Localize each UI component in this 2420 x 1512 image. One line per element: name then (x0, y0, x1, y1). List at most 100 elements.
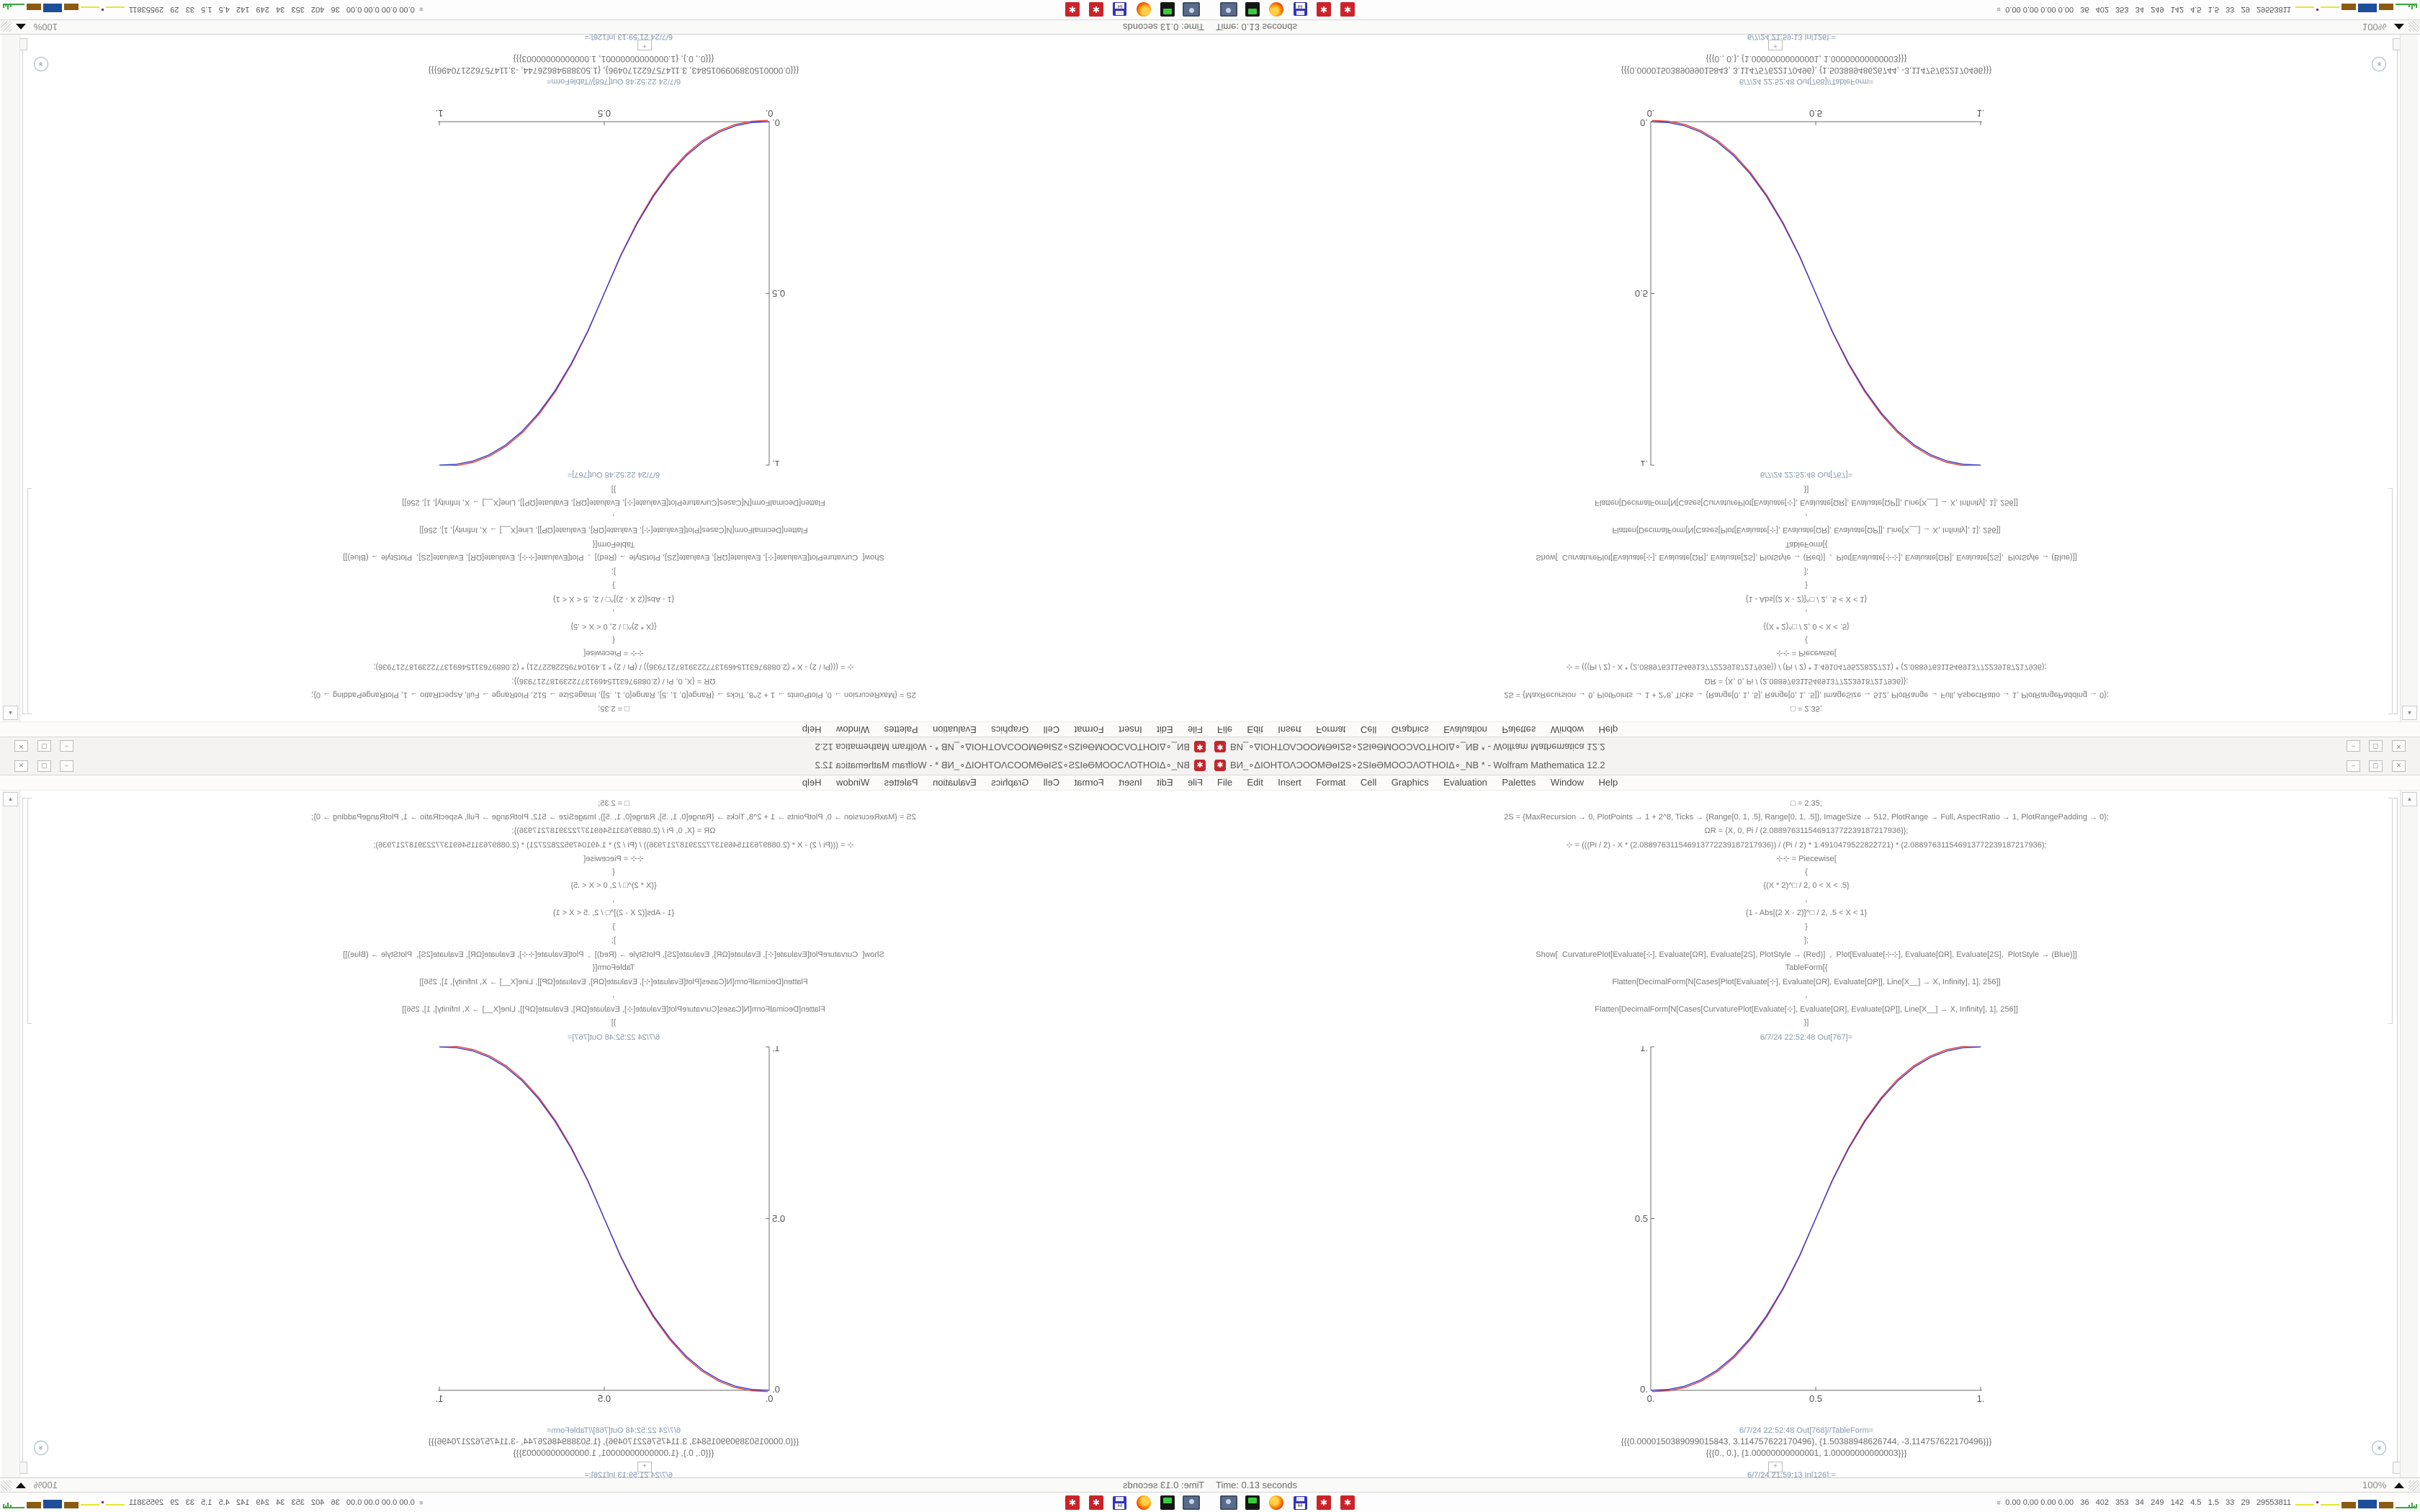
menu-edit[interactable]: Edit (1157, 724, 1173, 735)
code-line[interactable]: } (612, 581, 615, 590)
magnification-value[interactable]: 100% (2362, 22, 2387, 32)
system-monitor-icon[interactable] (1244, 1, 1261, 18)
mathematica-icon[interactable]: ✱ (1315, 1494, 1332, 1511)
minimize-button[interactable]: – (2347, 760, 2360, 772)
code-line[interactable]: {(X * 2)^□ / 2, 0 < X < .5} (1763, 881, 1850, 890)
magnification-popup-icon[interactable] (16, 1482, 26, 1488)
menu-evaluation[interactable]: Evaluation (1443, 724, 1487, 735)
cell-bracket-group[interactable] (22, 798, 27, 1463)
minimize-button[interactable]: – (60, 740, 73, 752)
code-line[interactable]: , (612, 513, 615, 521)
minimize-button[interactable]: – (60, 760, 73, 772)
tray-chevron-icon[interactable]: » (1994, 6, 2004, 12)
code-line[interactable]: }] (611, 485, 617, 494)
menu-edit[interactable]: Edit (1157, 777, 1173, 788)
floppy-save-icon[interactable]: 64 (1111, 1, 1129, 18)
mathematica-icon[interactable]: ✱ (1339, 1, 1356, 18)
code-line[interactable]: {(X * 2)^□ / 2, 0 < X < .5} (570, 622, 657, 631)
menu-window[interactable]: Window (835, 724, 870, 735)
scroll-up-arrow-icon[interactable]: ▲ (3, 792, 18, 806)
resize-grip-icon[interactable] (2408, 1480, 2419, 1491)
code-line[interactable]: } (612, 922, 615, 931)
code-line[interactable]: ⊹ = (((Pi / 2) - X * (2.0889763115469137… (373, 841, 854, 850)
code-line[interactable]: □ = 2.35; (1791, 799, 1822, 808)
vertical-scrollbar[interactable]: ▲ (2, 35, 20, 721)
tray-chevron-icon[interactable]: » (416, 6, 426, 12)
vertical-scrollbar[interactable]: ▲ (2400, 791, 2418, 1477)
code-line[interactable]: ΩR = {X, 0, Pi / (2.08897631154691377223… (511, 827, 716, 835)
screen-capture-icon[interactable] (1220, 1494, 1237, 1511)
menu-edit[interactable]: Edit (1247, 724, 1263, 735)
menu-help[interactable]: Help (1598, 724, 1618, 735)
mathematica-icon[interactable]: ✱ (1088, 1494, 1105, 1511)
code-line[interactable]: ΩR = {X, 0, Pi / (2.08897631154691377223… (1704, 827, 1909, 835)
tray-chevron-icon[interactable]: » (1994, 1500, 2004, 1506)
menu-edit[interactable]: Edit (1247, 777, 1263, 788)
cell-bracket-group[interactable] (2393, 798, 2398, 1463)
window-titlebar[interactable]: ✱ ВИ_∘ΔΙΟΗΤΟΛϽΟΟΜӘѳΙ2Ѕ∘2ЅΙѳӘΜΟΟϽΛΟΤΗΟΙΔ∘… (0, 756, 1210, 775)
menu-graphics[interactable]: Graphics (991, 777, 1029, 788)
scroll-up-arrow-icon[interactable]: ▲ (2402, 706, 2417, 720)
menu-file[interactable]: File (1217, 777, 1232, 788)
mathematica-icon[interactable]: ✱ (1064, 1494, 1081, 1511)
code-line[interactable]: 2S = {MaxRecursion → 0, PlotPoints → 1 +… (1504, 813, 2109, 822)
menu-palettes[interactable]: Palettes (884, 777, 918, 788)
resize-grip-icon[interactable] (2408, 21, 2419, 32)
menu-palettes[interactable]: Palettes (884, 724, 918, 735)
jump-to-end-button[interactable]: » (34, 1441, 48, 1455)
insert-cell-plus-icon[interactable]: + (637, 40, 652, 50)
code-line[interactable]: Show[ CurvaturePlot[Evaluate[⊹], Evaluat… (343, 950, 884, 959)
scroll-up-arrow-icon[interactable]: ▲ (2402, 792, 2417, 806)
code-line[interactable]: , (1805, 895, 1808, 904)
code-line[interactable]: { (612, 636, 615, 644)
code-line[interactable]: TableForm[{ (1785, 540, 1828, 549)
menu-cell[interactable]: Cell (1360, 777, 1377, 788)
system-monitor-icon[interactable] (1244, 1494, 1261, 1511)
menu-file[interactable]: File (1188, 777, 1203, 788)
code-line[interactable]: , (1805, 608, 1808, 617)
menu-graphics[interactable]: Graphics (1391, 724, 1429, 735)
notebook-content[interactable]: □ = 2.35; 2S = {MaxRecursion → 0, PlotPo… (0, 32, 1210, 721)
code-line[interactable]: Show[ CurvaturePlot[Evaluate[⊹], Evaluat… (1536, 950, 2077, 959)
code-line[interactable]: ⊹⊹ = Piecewise[ (1776, 649, 1837, 657)
maximize-button[interactable]: ▢ (37, 740, 51, 752)
menu-evaluation[interactable]: Evaluation (933, 777, 977, 788)
window-titlebar[interactable]: ✱ ВИ_∘ΔΙΟΗΤΟΛϽΟΟΜӘѳΙ2Ѕ∘2ЅΙѳӘΜΟΟϽΛΟΤΗΟΙΔ∘… (1210, 756, 2420, 775)
window-titlebar[interactable]: ✱ ВИ_∘ΔΙΟΗΤΟΛϽΟΟΜӘѳΙ2Ѕ∘2ЅΙѳӘΜΟΟϽΛΟΤΗΟΙΔ∘… (1210, 737, 2420, 756)
menu-cell[interactable]: Cell (1360, 724, 1377, 735)
firefox-icon[interactable] (1268, 1, 1285, 18)
code-line[interactable]: { (612, 868, 615, 876)
menu-format[interactable]: Format (1074, 777, 1104, 788)
menu-format[interactable]: Format (1316, 777, 1346, 788)
magnification-value[interactable]: 100% (33, 1480, 58, 1490)
maximize-button[interactable]: ▢ (37, 760, 51, 772)
code-line[interactable]: 2S = {MaxRecursion → 0, PlotPoints → 1 +… (1504, 690, 2109, 699)
code-line[interactable]: Flatten[DecimalForm[N[Cases[CurvaturePlo… (1595, 1005, 2018, 1014)
code-line[interactable]: Flatten[DecimalForm[N[Cases[Plot[Evaluat… (419, 978, 808, 986)
code-line[interactable]: TableForm[{ (1785, 963, 1828, 972)
code-line[interactable]: □ = 2.35; (598, 799, 629, 808)
code-line[interactable]: ]; (1803, 567, 1809, 576)
vertical-scrollbar[interactable]: ▲ (2, 791, 20, 1477)
code-line[interactable]: ⊹ = (((Pi / 2) - X * (2.0889763115469137… (373, 662, 854, 671)
code-line[interactable]: Flatten[DecimalForm[N[Cases[CurvaturePlo… (402, 1005, 825, 1014)
menu-insert[interactable]: Insert (1278, 724, 1301, 735)
floppy-save-icon[interactable]: 64 (1111, 1494, 1129, 1511)
code-line[interactable]: TableForm[{ (592, 963, 635, 972)
menu-window[interactable]: Window (835, 777, 870, 788)
code-line[interactable]: □ = 2.35; (598, 704, 629, 713)
code-line[interactable]: {1 - Abs[(2 X - 2)]^□ / 2, .5 < X < 1} (552, 595, 675, 603)
menu-cell[interactable]: Cell (1043, 724, 1060, 735)
menu-file[interactable]: File (1217, 724, 1232, 735)
code-line[interactable]: { (1805, 636, 1808, 644)
menu-insert[interactable]: Insert (1278, 777, 1301, 788)
menu-insert[interactable]: Insert (1119, 724, 1142, 735)
resize-grip-icon[interactable] (1, 1480, 12, 1491)
code-line[interactable]: 2S = {MaxRecursion → 0, PlotPoints → 1 +… (311, 690, 916, 699)
code-line[interactable]: ΩR = {X, 0, Pi / (2.08897631154691377223… (1704, 677, 1909, 685)
maximize-button[interactable]: ▢ (2369, 760, 2383, 772)
code-line[interactable]: Show[ CurvaturePlot[Evaluate[⊹], Evaluat… (343, 553, 884, 562)
menu-window[interactable]: Window (1550, 777, 1585, 788)
code-line[interactable]: Show[ CurvaturePlot[Evaluate[⊹], Evaluat… (1536, 553, 2077, 562)
jump-to-end-button[interactable]: » (34, 57, 48, 71)
